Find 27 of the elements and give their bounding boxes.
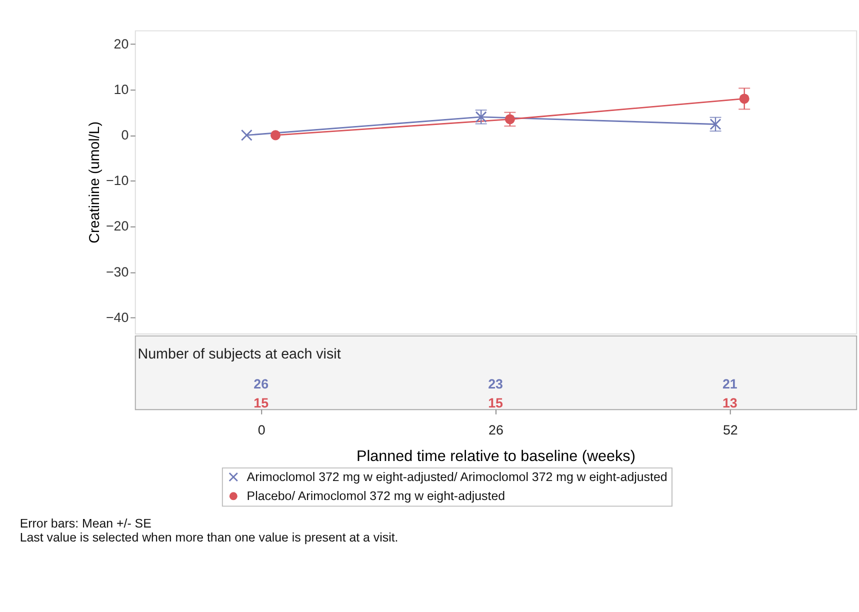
text: 23 bbox=[488, 376, 503, 392]
y-tick-label: −10 bbox=[106, 173, 129, 188]
text: Error bars: Mean +/- SE bbox=[20, 516, 152, 530]
x-tick-label: 52 bbox=[722, 422, 738, 438]
text: 15 bbox=[254, 395, 270, 410]
x-tick-label: 0 bbox=[258, 422, 266, 438]
legend-label: Arimoclomol 372 mg w eight-adjusted/ Arimoclomol 372 mg w eight-adjusted bbox=[246, 470, 668, 484]
y-tick-label: 0 bbox=[121, 127, 129, 142]
point bbox=[270, 130, 281, 140]
text: 26 bbox=[254, 376, 269, 392]
point bbox=[504, 114, 515, 124]
text: Last value is selected when more than one value is present at a visit. bbox=[20, 530, 398, 545]
y-tick-label: −20 bbox=[106, 218, 129, 234]
point bbox=[240, 129, 252, 141]
text: Number of subjects at each visit bbox=[138, 346, 341, 362]
text: 21 bbox=[722, 376, 738, 392]
y-tick-label: −40 bbox=[106, 310, 129, 325]
point bbox=[739, 94, 750, 104]
legend-label: Placebo/ Arimoclomol 372 mg w eight-adjusted bbox=[246, 488, 506, 503]
y-tick-label: 10 bbox=[114, 82, 129, 97]
y-axis-title: Creatinine (umol/L) bbox=[87, 121, 104, 244]
x-axis-title: Planned time relative to baseline (weeks) bbox=[356, 448, 636, 466]
text: 13 bbox=[722, 395, 738, 410]
y-tick-label: −30 bbox=[106, 264, 129, 280]
x-tick-label: 26 bbox=[488, 422, 504, 438]
text: 15 bbox=[488, 395, 504, 410]
y-tick-label: 20 bbox=[114, 36, 129, 52]
